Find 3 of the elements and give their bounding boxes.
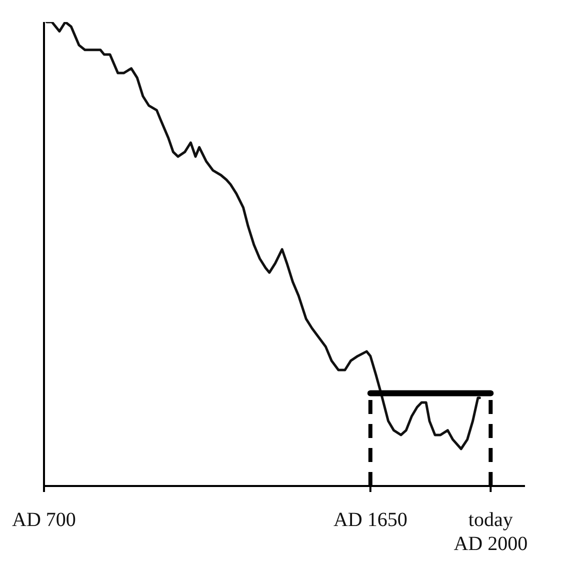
x-tick-label: AD 1650 xyxy=(333,509,408,531)
x-tick-label: today AD 2000 xyxy=(454,509,528,555)
x-tick-label: AD 700 xyxy=(12,509,76,531)
